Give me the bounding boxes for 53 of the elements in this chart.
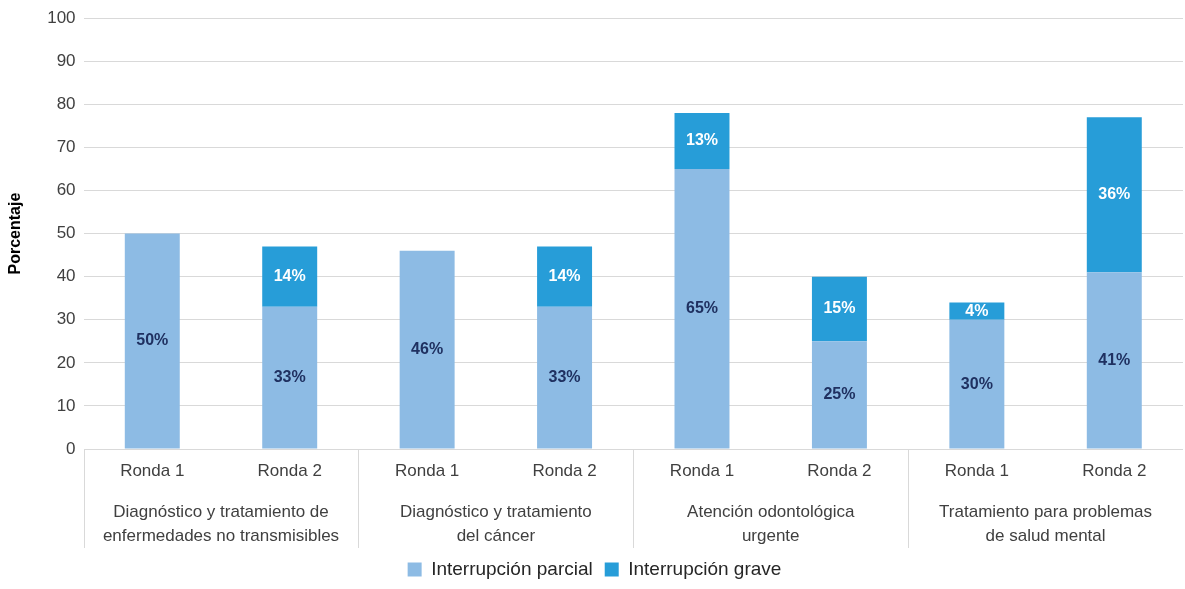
bar: [262, 246, 318, 307]
y-tick-label: 70: [56, 137, 76, 157]
x-tick-label: Ronda 2: [807, 460, 872, 480]
bar: [124, 233, 180, 449]
data-label: 30%: [960, 374, 993, 392]
legend-label: Interrupción grave: [628, 557, 782, 579]
y-tick-label: 20: [56, 352, 76, 372]
bar: [949, 319, 1005, 449]
bar: [537, 246, 593, 307]
data-label: 14%: [548, 267, 581, 285]
data-label: 36%: [1098, 185, 1131, 203]
data-label: 33%: [273, 368, 306, 386]
bar: [537, 306, 593, 449]
bar: [399, 250, 455, 449]
data-label: 4%: [965, 301, 989, 319]
data-label: 65%: [685, 299, 719, 317]
x-tick-label: Ronda 1: [120, 460, 185, 480]
data-label: 13%: [685, 131, 719, 149]
data-label: 15%: [823, 299, 856, 317]
data-label: 41%: [1098, 350, 1131, 368]
y-tick-label: 40: [56, 266, 76, 286]
y-tick-label: 10: [56, 395, 76, 415]
data-label: 14%: [273, 267, 306, 285]
bar: [1086, 272, 1142, 449]
data-label: 33%: [548, 368, 581, 386]
bar: [811, 276, 867, 342]
text: Diagnóstico y tratamiento de enfermedades no transmisibles: [102, 501, 340, 545]
x-tick-label: Ronda 1: [669, 460, 735, 480]
y-tick-label: 90: [56, 50, 76, 70]
y-tick-label: 100: [47, 7, 76, 27]
y-tick-label: 60: [56, 180, 76, 200]
bar: [811, 341, 867, 449]
y-tick-label: 80: [56, 94, 76, 114]
text: Tratamiento para problemas de salud mental: [939, 501, 1153, 545]
y-tick-label: 50: [56, 223, 76, 243]
data-label: 25%: [823, 385, 856, 403]
bar: [262, 306, 318, 449]
bar: [1086, 117, 1142, 273]
y-tick-label: 30: [56, 309, 76, 329]
data-label: 50%: [136, 331, 169, 349]
text: Diagnóstico y tratamiento del cáncer: [399, 501, 592, 545]
x-tick-label: Ronda 2: [532, 460, 597, 480]
y-axis-title: Porcentaje: [6, 192, 24, 275]
x-tick-label: Ronda 1: [944, 460, 1009, 480]
data-label: 46%: [411, 340, 444, 358]
x-tick-label: Ronda 1: [395, 460, 460, 480]
bar: [674, 168, 730, 449]
x-tick-label: Ronda 2: [257, 460, 322, 480]
y-tick-label: 0: [66, 438, 76, 458]
x-tick-label: Ronda 2: [1082, 460, 1147, 480]
legend-label: Interrupción parcial: [431, 557, 593, 579]
bar: [674, 112, 730, 169]
text: Atención odontológica urgente: [687, 501, 855, 545]
